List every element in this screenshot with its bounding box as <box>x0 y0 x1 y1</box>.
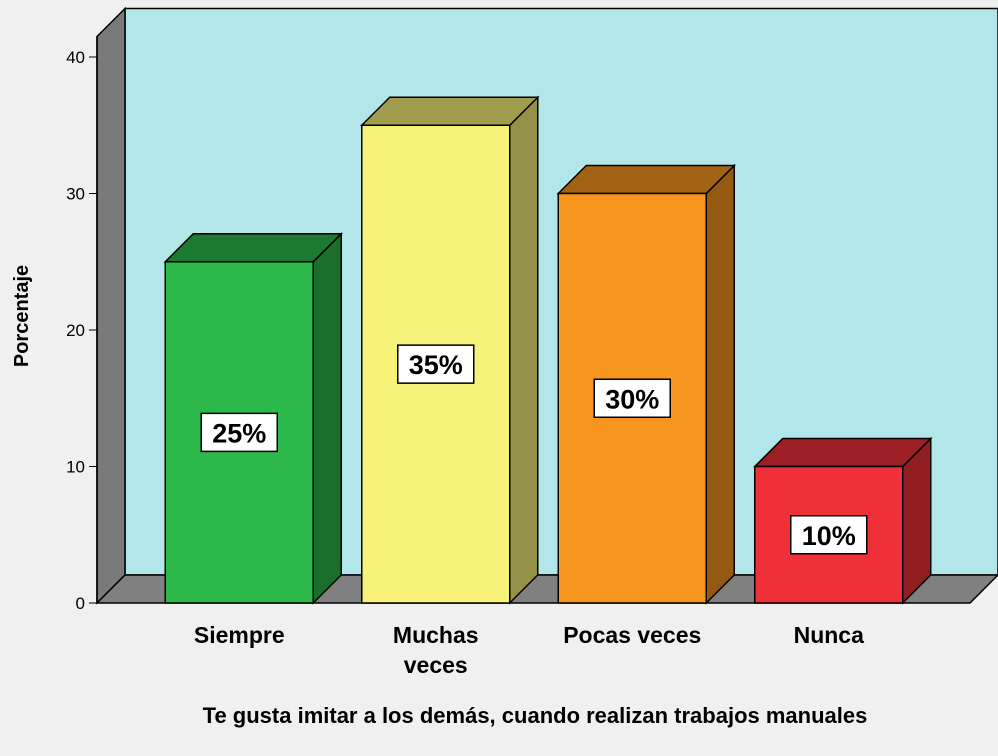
value-label-box <box>397 344 475 384</box>
value-label: 30% <box>605 384 659 414</box>
value-label-box <box>790 515 868 555</box>
value-label-box <box>593 378 671 418</box>
value-label: 25% <box>212 418 266 448</box>
value-label: 35% <box>409 350 463 380</box>
x-tick-label: Pocas veces <box>563 622 702 648</box>
y-tick-label: 20 <box>66 321 85 340</box>
y-axis-label: Porcentaje <box>11 265 33 367</box>
chart-title: Te gusta imitar a los demás, cuando real… <box>202 703 868 728</box>
bar-top <box>752 437 933 468</box>
bar-top <box>359 96 540 126</box>
bar-top <box>163 233 344 263</box>
y-tick-label: 40 <box>66 48 85 67</box>
left-wall <box>96 6 126 605</box>
bar-side <box>705 163 735 605</box>
x-tick-label: Muchas veces <box>392 622 479 678</box>
bar-top <box>556 164 737 195</box>
value-label: 10% <box>802 521 856 551</box>
x-tick-label: Nunca <box>793 622 864 648</box>
bar-side <box>509 95 539 605</box>
y-tick-label: 10 <box>66 458 85 477</box>
value-label-box <box>200 412 278 453</box>
x-tick-label: Siempre <box>193 622 285 648</box>
y-tick-label: 0 <box>76 594 85 613</box>
bar-side <box>312 231 342 605</box>
y-tick-label: 30 <box>66 185 85 204</box>
